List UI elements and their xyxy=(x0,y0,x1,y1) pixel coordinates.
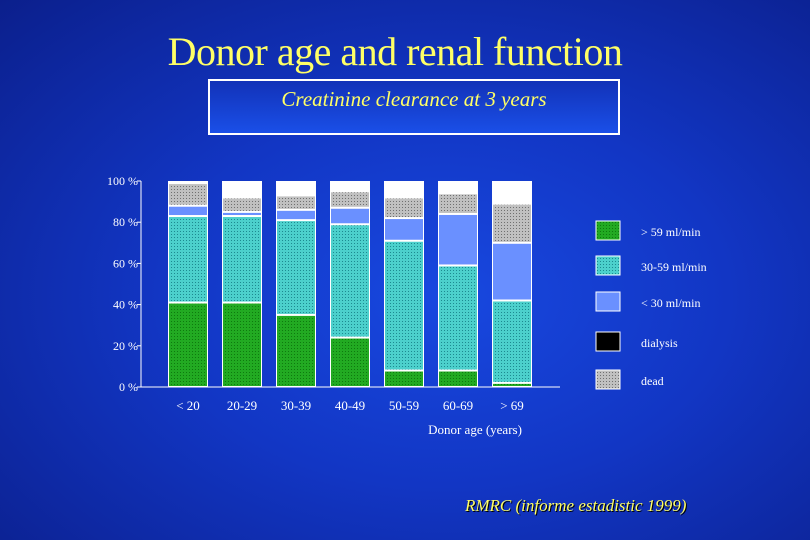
bar-segment xyxy=(331,338,369,386)
bar-segment xyxy=(223,212,261,216)
bar-segment xyxy=(223,198,261,211)
chart-subtitle: Creatinine clearance at 3 years xyxy=(281,87,547,111)
y-tick-label: 100 % xyxy=(107,174,138,188)
x-tick-label: 30-39 xyxy=(281,398,311,413)
legend-swatch xyxy=(595,331,621,352)
legend: > 59 ml/min 30-59 ml/min < 30 ml/min dialys… xyxy=(595,220,707,390)
y-tick-label: 80 % xyxy=(113,215,138,229)
chart-title: Donor age and renal function xyxy=(167,29,623,74)
bar-segment xyxy=(385,198,423,218)
bar-segment xyxy=(331,192,369,207)
bar-segment xyxy=(385,219,423,240)
x-tick-label: 50-59 xyxy=(389,398,419,413)
bar-segment xyxy=(331,225,369,337)
x-tick-label: 60-69 xyxy=(443,398,473,413)
x-tick-label: > 69 xyxy=(500,398,524,413)
subtitle-box: Creatinine clearance at 3 years xyxy=(208,79,620,135)
bar-segment xyxy=(277,315,315,386)
bar-segment xyxy=(385,371,423,386)
bar-segment xyxy=(331,208,369,224)
x-tick-label: 40-49 xyxy=(335,398,365,413)
bar-segment xyxy=(493,243,531,300)
y-tick-label: 40 % xyxy=(113,298,138,312)
legend-swatch xyxy=(595,220,621,241)
legend-swatch xyxy=(595,291,621,312)
y-tick-label: 20 % xyxy=(113,339,138,353)
x-axis-title: Donor age (years) xyxy=(428,422,522,437)
bar-segment xyxy=(493,383,531,386)
bar-segment xyxy=(223,303,261,386)
bar-segment xyxy=(223,217,261,302)
y-tick-label: 0 % xyxy=(119,380,138,394)
bar-segment xyxy=(277,196,315,209)
bar-segment xyxy=(493,204,531,242)
legend-label: < 30 ml/min xyxy=(641,296,700,310)
bar-segment xyxy=(277,210,315,220)
bar-segment xyxy=(385,241,423,370)
legend-label: dialysis xyxy=(641,336,678,350)
bar-segment xyxy=(169,303,207,386)
legend-swatch xyxy=(595,369,621,390)
legend-label: 30-59 ml/min xyxy=(641,260,707,274)
y-tick-label: 60 % xyxy=(113,256,138,270)
bar-segment xyxy=(169,206,207,216)
x-tick-label: < 20 xyxy=(176,398,200,413)
bar-segment xyxy=(439,214,477,265)
legend-swatch xyxy=(595,255,621,276)
bar-segment xyxy=(169,217,207,302)
legend-label: dead xyxy=(641,374,664,388)
x-tick-label: 20-29 xyxy=(227,398,257,413)
bar-segment xyxy=(169,184,207,205)
bar-segment xyxy=(439,194,477,213)
bar-segment xyxy=(439,371,477,386)
plot-area: 0 % 20 % 40 % 60 % 80 % 100 % < 20 20-29 30-39 40… xyxy=(107,174,560,437)
bar-segment xyxy=(493,301,531,382)
source-note: RMRC (informe estadistic 1999) xyxy=(465,496,687,515)
bar-segment xyxy=(439,266,477,370)
legend-label: > 59 ml/min xyxy=(641,225,700,239)
bar-segment xyxy=(277,221,315,314)
